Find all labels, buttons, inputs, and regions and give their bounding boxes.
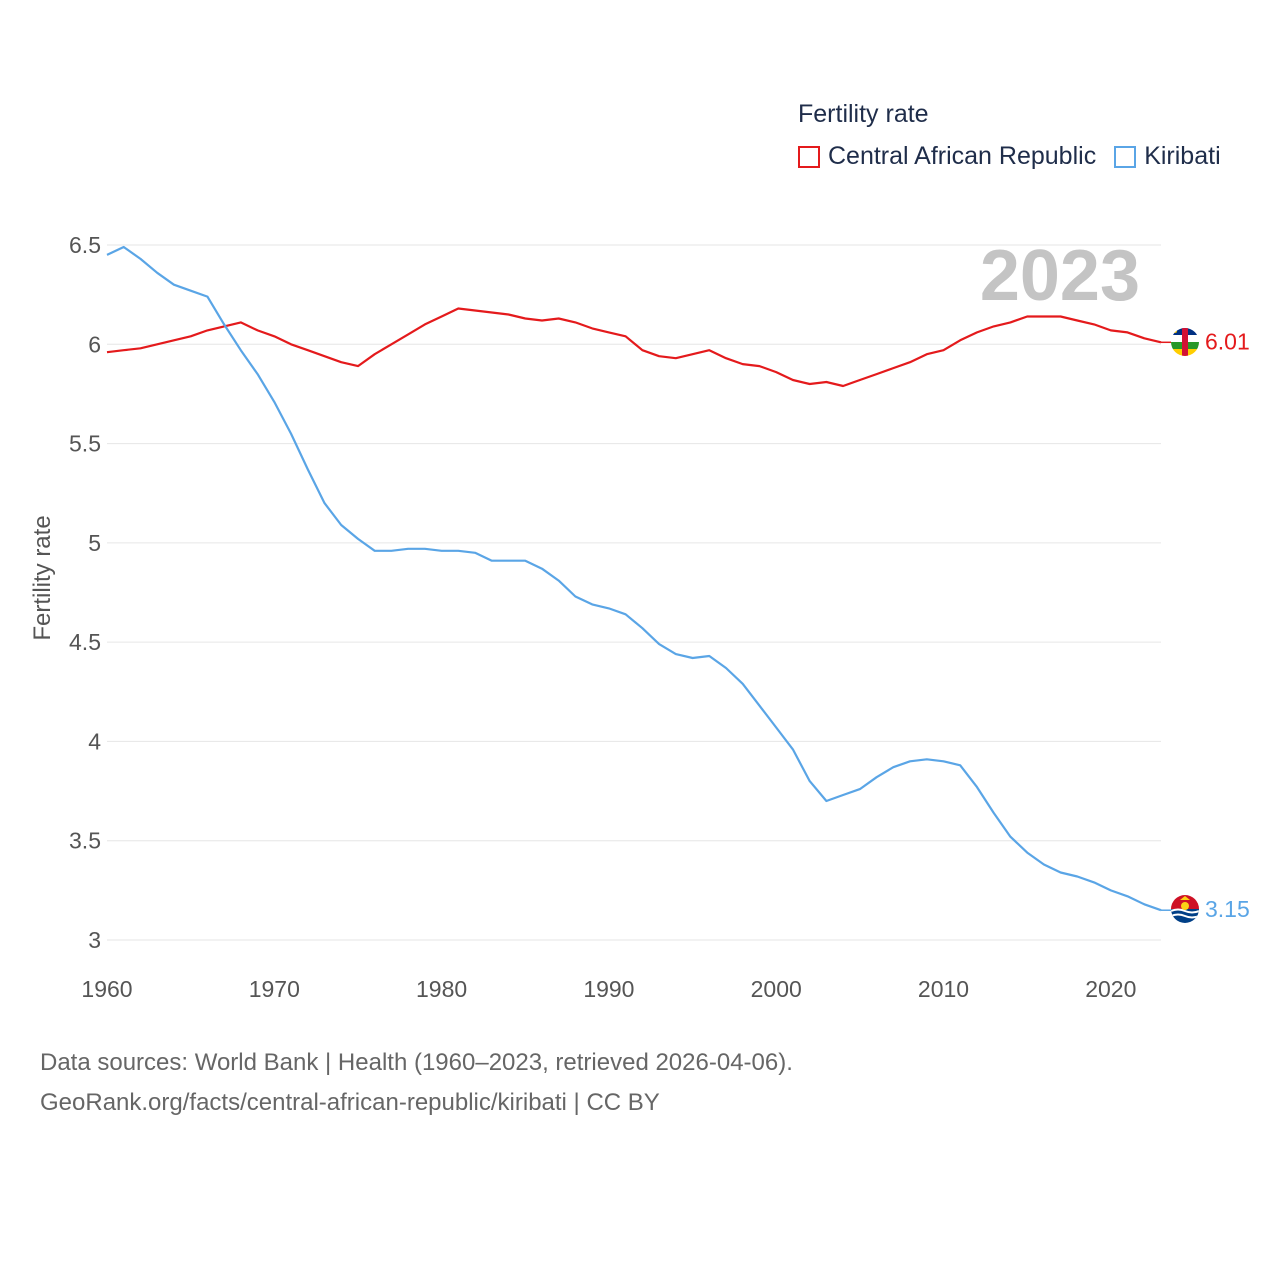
year-watermark: 2023 bbox=[980, 236, 1140, 316]
x-tick-label: 1990 bbox=[583, 976, 634, 1002]
series-lines bbox=[106, 245, 1162, 912]
y-tick-label: 5.5 bbox=[69, 431, 101, 457]
end-label-central-african-republic: 6.01 bbox=[1205, 328, 1250, 354]
y-tick-label: 4 bbox=[88, 728, 101, 754]
y-axis: 3 3.5 4 4.5 5 5.5 6 6.5 bbox=[69, 232, 101, 953]
x-axis: 1960 1970 1980 1990 2000 2010 2020 bbox=[81, 976, 1136, 1002]
legend-item-kiribati[interactable]: Kiribati bbox=[1114, 142, 1221, 171]
end-labels: 6.01 3.15 bbox=[1161, 328, 1250, 922]
y-axis-title: Fertility rate bbox=[29, 515, 56, 641]
gridlines bbox=[107, 244, 1161, 941]
legend-label-central-african-republic: Central African Republic bbox=[828, 142, 1097, 170]
legend-swatch-kiribati bbox=[1114, 145, 1137, 168]
kiribati-flag-icon bbox=[1171, 895, 1199, 923]
y-tick-label: 3 bbox=[88, 927, 101, 953]
legend: Central African Republic Kiribati bbox=[798, 142, 1239, 171]
footer: Data sources: World Bank | Health (1960–… bbox=[40, 1043, 793, 1123]
x-tick-label: 1980 bbox=[416, 976, 467, 1002]
footer-link[interactable]: GeoRank.org/facts/central-african-republ… bbox=[40, 1089, 660, 1116]
series-line-kiribati[interactable] bbox=[106, 245, 1162, 912]
x-tick-label: 2020 bbox=[1085, 976, 1136, 1002]
y-tick-label: 5 bbox=[88, 530, 101, 556]
legend-title: Fertility rate bbox=[798, 100, 929, 128]
y-tick-label: 4.5 bbox=[69, 629, 101, 655]
legend-label-kiribati: Kiribati bbox=[1144, 142, 1221, 170]
y-tick-label: 6 bbox=[88, 331, 101, 357]
series-line-central-african-republic[interactable] bbox=[106, 307, 1162, 388]
end-label-kiribati: 3.15 bbox=[1205, 896, 1250, 922]
x-tick-label: 2010 bbox=[918, 976, 969, 1002]
x-tick-label: 1960 bbox=[81, 976, 132, 1002]
y-tick-label: 3.5 bbox=[69, 828, 101, 854]
legend-item-central-african-republic[interactable]: Central African Republic bbox=[798, 142, 1096, 171]
footer-sources: Data sources: World Bank | Health (1960–… bbox=[40, 1049, 793, 1076]
legend-swatch-central-african-republic bbox=[798, 145, 820, 168]
x-tick-label: 1970 bbox=[249, 976, 300, 1002]
x-tick-label: 2000 bbox=[751, 976, 802, 1002]
y-tick-label: 6.5 bbox=[69, 232, 101, 258]
central-african-republic-flag-icon bbox=[1171, 328, 1199, 356]
